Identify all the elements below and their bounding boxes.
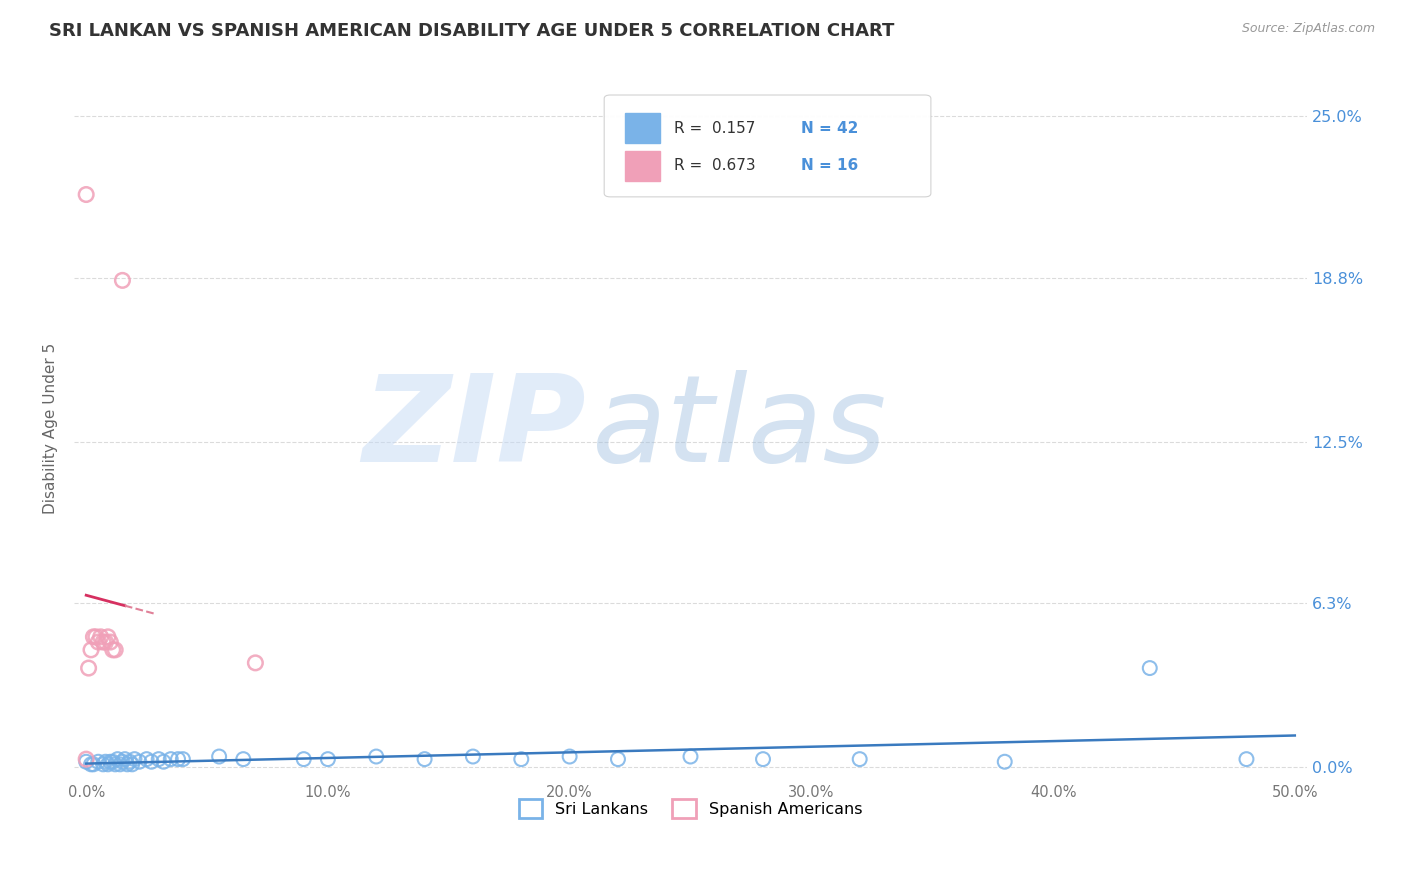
Point [98, 755, 121, 769]
Point [75, 187, 97, 202]
Point [752, 752, 775, 766]
FancyBboxPatch shape [605, 95, 931, 197]
Point [607, 752, 630, 766]
Point [111, 273, 134, 287]
Point [80, 757, 103, 772]
Point [1236, 752, 1258, 766]
Text: atlas: atlas [592, 370, 887, 487]
Point [148, 752, 170, 766]
Point [101, 643, 124, 657]
Point [97, 757, 120, 772]
Point [90, 630, 112, 644]
Point [101, 755, 124, 769]
Text: N = 42: N = 42 [801, 120, 859, 136]
Point [107, 752, 129, 766]
Text: N = 16: N = 16 [801, 159, 859, 173]
Point [94, 635, 117, 649]
Point [82, 630, 104, 644]
Text: ZIP: ZIP [361, 370, 586, 487]
Point [98, 635, 121, 649]
Point [167, 752, 190, 766]
Text: Source: ZipAtlas.com: Source: ZipAtlas.com [1241, 22, 1375, 36]
Point [111, 755, 134, 769]
Point [208, 749, 231, 764]
Point [245, 656, 267, 670]
Point [1139, 661, 1161, 675]
Point [128, 755, 150, 769]
Point [82, 757, 104, 772]
Point [172, 752, 194, 766]
Point [461, 749, 484, 764]
Point [75, 752, 97, 766]
Text: R =  0.157: R = 0.157 [675, 120, 756, 136]
Point [91, 757, 114, 772]
Point [413, 752, 436, 766]
Point [80, 643, 103, 657]
Point [87, 755, 110, 769]
Point [91, 635, 114, 649]
Point [118, 755, 141, 769]
Point [104, 643, 127, 657]
Point [104, 757, 127, 772]
Point [97, 630, 120, 644]
Point [159, 752, 181, 766]
Point [848, 752, 870, 766]
Point [558, 749, 581, 764]
Point [77, 661, 100, 675]
Y-axis label: Disability Age Under 5: Disability Age Under 5 [44, 343, 58, 515]
Point [75, 755, 97, 769]
Point [87, 635, 110, 649]
Point [994, 755, 1017, 769]
Point [114, 752, 136, 766]
Point [141, 755, 163, 769]
Point [117, 757, 139, 772]
Point [108, 757, 131, 772]
Bar [626, 152, 659, 181]
Point [292, 752, 315, 766]
Point [510, 752, 533, 766]
Point [124, 752, 146, 766]
Text: SRI LANKAN VS SPANISH AMERICAN DISABILITY AGE UNDER 5 CORRELATION CHART: SRI LANKAN VS SPANISH AMERICAN DISABILIT… [49, 22, 894, 40]
Text: R =  0.673: R = 0.673 [675, 159, 756, 173]
Point [84, 630, 107, 644]
Point [316, 752, 339, 766]
Point [232, 752, 254, 766]
Point [366, 749, 388, 764]
Point [152, 755, 174, 769]
Point [121, 757, 143, 772]
Legend: Sri Lankans, Spanish Americans: Sri Lankans, Spanish Americans [512, 792, 869, 825]
Point [135, 752, 157, 766]
Point [94, 755, 117, 769]
Point [679, 749, 702, 764]
Bar [626, 113, 659, 143]
